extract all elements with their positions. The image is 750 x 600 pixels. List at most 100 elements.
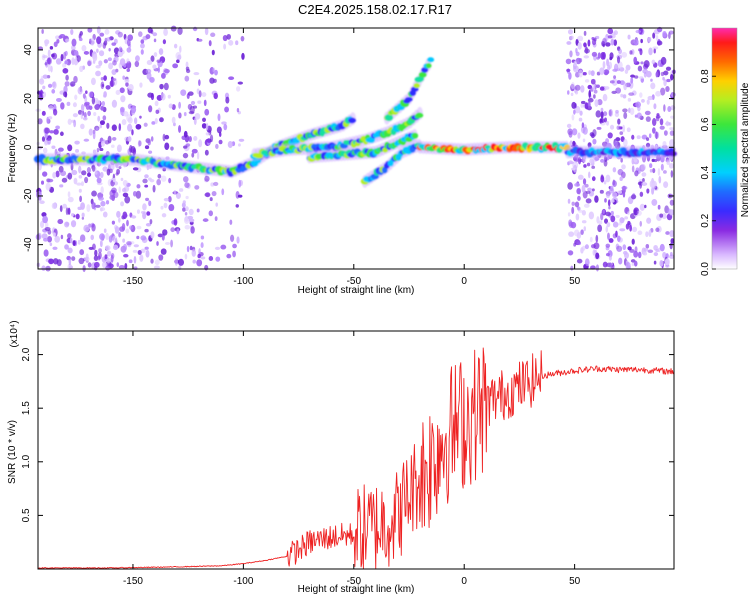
heatmap-noise-speckle bbox=[74, 94, 78, 100]
heatmap-noise-speckle bbox=[650, 82, 656, 90]
heatmap-noise-speckle bbox=[192, 105, 198, 109]
heatmap-noise-speckle bbox=[575, 51, 580, 57]
heatmap-noise-speckle bbox=[670, 238, 675, 244]
heatmap-noise-speckle bbox=[48, 105, 54, 110]
heatmap-noise-speckle bbox=[57, 147, 64, 152]
heatmap-noise-speckle bbox=[630, 194, 637, 200]
heatmap-noise-speckle bbox=[623, 138, 628, 147]
heatmap-noise-speckle bbox=[659, 213, 664, 218]
heatmap-noise-speckle bbox=[595, 252, 600, 260]
heatmap-noise-speckle bbox=[568, 231, 575, 237]
heatmap-noise-speckle bbox=[653, 260, 657, 265]
heatmap-noise-speckle bbox=[183, 130, 188, 138]
heatmap-noise-speckle bbox=[156, 241, 159, 246]
heatmap-ridge-blob bbox=[348, 117, 357, 124]
heatmap-noise-speckle bbox=[122, 75, 126, 80]
heatmap-noise-speckle bbox=[140, 235, 147, 241]
heatmap-noise-speckle bbox=[571, 201, 575, 206]
heatmap-noise-speckle bbox=[236, 107, 240, 113]
heatmap-noise-speckle bbox=[616, 55, 621, 64]
heatmap-noise-speckle bbox=[567, 212, 571, 217]
snr-x-tick-label: -150 bbox=[123, 576, 143, 587]
heatmap-noise-speckle bbox=[102, 211, 108, 218]
heatmap-noise-speckle bbox=[645, 243, 650, 249]
heatmap-noise-speckle bbox=[86, 167, 91, 174]
heatmap-noise-speckle bbox=[669, 251, 673, 257]
heatmap-noise-speckle bbox=[656, 40, 663, 46]
heatmap-noise-speckle bbox=[132, 190, 137, 197]
heatmap-noise-speckle bbox=[173, 218, 178, 226]
heatmap-noise-speckle bbox=[154, 117, 158, 125]
heatmap-noise-speckle bbox=[126, 68, 131, 72]
heatmap-noise-speckle bbox=[111, 124, 117, 131]
heatmap-noise-speckle bbox=[577, 35, 584, 42]
heatmap-noise-speckle bbox=[106, 122, 110, 129]
heatmap-noise-speckle bbox=[615, 230, 618, 238]
heatmap-noise-speckle bbox=[112, 136, 117, 141]
heatmap-noise-speckle bbox=[158, 48, 164, 56]
heatmap-noise-speckle bbox=[640, 61, 644, 65]
heatmap-noise-speckle bbox=[94, 170, 98, 175]
heatmap-noise-speckle bbox=[60, 53, 64, 62]
snr-x-ticks: -150 -100 -50 0 50 bbox=[123, 331, 581, 587]
heatmap-noise-speckle bbox=[651, 118, 657, 127]
heatmap-noise-speckle bbox=[568, 161, 574, 165]
heatmap-noise-speckle bbox=[128, 225, 134, 230]
heatmap-noise-speckle bbox=[637, 230, 643, 236]
heatmap-noise-speckle bbox=[211, 49, 215, 56]
heatmap-noise-speckle bbox=[78, 174, 83, 179]
heatmap-noise-speckle bbox=[163, 202, 168, 209]
heatmap-noise-speckle bbox=[589, 158, 594, 164]
heatmap-noise-speckle bbox=[608, 206, 611, 210]
heatmap-noise-speckle bbox=[138, 140, 142, 147]
heatmap-noise-speckle bbox=[583, 42, 587, 48]
heatmap-noise-speckle bbox=[150, 29, 154, 35]
heatmap-noise-speckle bbox=[663, 181, 669, 188]
heatmap-noise-speckle bbox=[91, 190, 97, 197]
heatmap-noise-speckle bbox=[124, 262, 128, 270]
heatmap-noise-speckle bbox=[617, 190, 623, 194]
heatmap-noise-speckle bbox=[576, 187, 581, 195]
heatmap-noise-speckle bbox=[591, 188, 595, 192]
heatmap-noise-speckle bbox=[127, 123, 133, 132]
heatmap-noise-speckle bbox=[606, 120, 609, 126]
heatmap-noise-speckle bbox=[145, 223, 152, 227]
heatmap-noise-speckle bbox=[185, 68, 191, 74]
heatmap-noise-speckle bbox=[237, 194, 243, 198]
heatmap-noise-speckle bbox=[105, 232, 109, 241]
heatmap-noise-speckle bbox=[196, 259, 203, 267]
heatmap-noise-speckle bbox=[595, 110, 602, 118]
heatmap-noise-speckle bbox=[172, 63, 179, 69]
heatmap-noise-speckle bbox=[655, 248, 659, 253]
heatmap-noise-speckle bbox=[183, 145, 188, 149]
snr-x-tick-label: 50 bbox=[569, 576, 581, 587]
heatmap-noise-speckle bbox=[104, 28, 110, 35]
heatmap-ridge-layer bbox=[33, 57, 677, 188]
heatmap-noise-speckle bbox=[663, 104, 666, 112]
heatmap-noise-speckle bbox=[47, 178, 54, 183]
snr-y-tick-label: 2.0 bbox=[21, 347, 32, 361]
heatmap-noise-speckle bbox=[160, 205, 164, 210]
heatmap-noise-speckle bbox=[99, 32, 105, 37]
heatmap-noise-speckle bbox=[201, 123, 207, 129]
heatmap-noise-speckle bbox=[659, 118, 664, 126]
heatmap-noise-speckle bbox=[87, 262, 92, 268]
heatmap-noise-speckle bbox=[229, 219, 233, 225]
heatmap-noise-speckle bbox=[607, 64, 611, 71]
heatmap-noise-speckle bbox=[600, 111, 604, 119]
heatmap-noise-speckle bbox=[652, 46, 659, 50]
heatmap-noise-speckle bbox=[105, 200, 110, 205]
heatmap-noise-speckle bbox=[616, 245, 623, 252]
heatmap-noise-speckle bbox=[606, 58, 610, 67]
heatmap-noise-speckle bbox=[105, 85, 111, 90]
heatmap-noise-speckle bbox=[142, 211, 147, 220]
heatmap-noise-speckle bbox=[665, 86, 670, 92]
heatmap-noise-speckle bbox=[645, 116, 651, 122]
heatmap-noise-speckle bbox=[127, 136, 132, 142]
heatmap-noise-speckle bbox=[126, 47, 132, 53]
heatmap-noise-speckle bbox=[120, 111, 124, 116]
heatmap-noise-speckle bbox=[582, 138, 586, 143]
heatmap-noise-speckle bbox=[228, 76, 235, 81]
heatmap-noise-speckle bbox=[93, 255, 99, 261]
heatmap-noise-speckle bbox=[88, 105, 93, 111]
